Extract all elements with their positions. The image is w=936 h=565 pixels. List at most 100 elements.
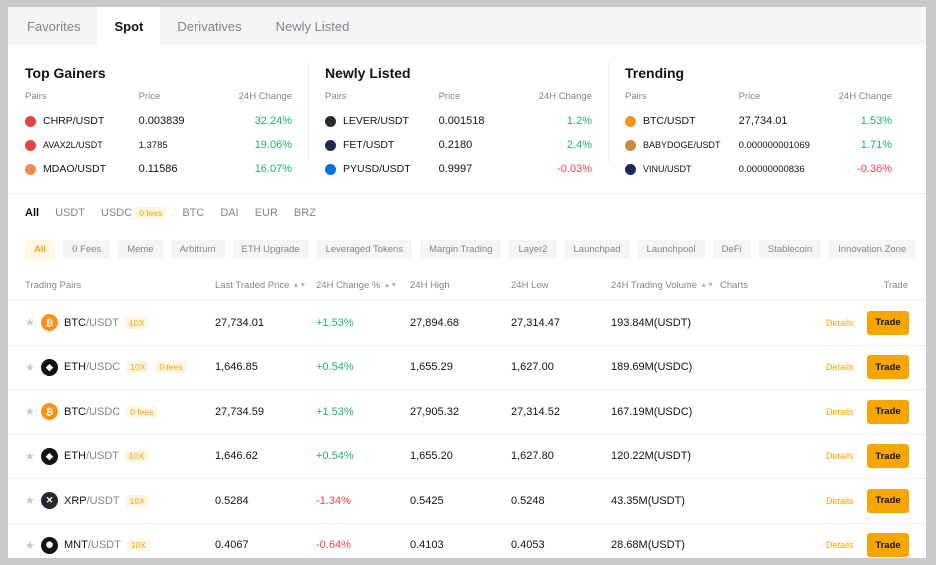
details-link[interactable]: Details (826, 540, 854, 551)
table-row[interactable]: ★ ₿ BTC/USDC 0 fees 27,734.59 +1.53% 27,905.32… (8, 390, 926, 435)
change-24h: -1.34% (316, 494, 351, 507)
low-24h: 27,314.52 (511, 405, 560, 418)
category-layer2[interactable]: Layer2 (509, 239, 557, 259)
trade-button[interactable]: Trade (867, 488, 909, 513)
high-24h: 1,655.20 (410, 450, 453, 463)
table-row[interactable]: ★ ✕ XRP/USDT 10X 0.5284 -1.34% 0.5425 0.5248 43.… (8, 479, 926, 524)
highlight-row[interactable]: FET/USDT 0.2180 2.4% (325, 133, 592, 157)
tab-spot[interactable]: Spot (97, 7, 161, 45)
category-launchpad[interactable]: Launchpad (564, 239, 630, 259)
highlight-row[interactable]: CHRP/USDT 0.003839 32.24% (25, 109, 292, 133)
leverage-badge: 10X (125, 450, 149, 463)
sort-icon: ▲▼ (700, 281, 714, 289)
highlight-change: 1.53% (860, 115, 892, 127)
highlight-header-cell: Price (438, 91, 461, 102)
high-24h: 0.5425 (410, 494, 444, 507)
highlight-header-cell: Pairs (325, 91, 347, 102)
col-24h-change[interactable]: 24H Change % ▲▼ (316, 279, 398, 291)
category-all[interactable]: All (25, 239, 56, 259)
highlight-row[interactable]: BTC/USDT 27,734.01 1.53% (625, 109, 892, 133)
favorite-star-icon[interactable]: ★ (25, 539, 35, 552)
sort-icon: ▲▼ (383, 281, 398, 289)
highlight-trending: Trending Pairs Price 24H Change BTC/USDT 27,7… (608, 45, 908, 193)
quote-tab-brz[interactable]: BRZ (294, 207, 316, 219)
highlight-price: 0.2180 (438, 139, 473, 151)
category-eth-upgrade[interactable]: ETH Upgrade (232, 239, 309, 259)
category-innovation-zone[interactable]: Innovation Zone (829, 239, 916, 259)
quote-currency-tabs: All USDT USDC 0 fees BTC DAI EUR BRZ (8, 195, 926, 231)
trade-button[interactable]: Trade (867, 399, 909, 424)
quote-tab-btc[interactable]: BTC (182, 207, 204, 219)
highlight-pair: VINU/USDT (625, 163, 739, 175)
trade-button[interactable]: Trade (867, 444, 909, 469)
quote-tab-usdt[interactable]: USDT (55, 207, 85, 219)
trade-cell: Trade (867, 346, 909, 390)
quote-tab-label: BTC (182, 207, 205, 219)
table-header: Trading Pairs Last Traded Price ▲▼ 24H Ch… (8, 270, 926, 301)
details-link[interactable]: Details (826, 495, 854, 506)
favorite-star-icon[interactable]: ★ (25, 317, 35, 330)
low-24h: 27,314.47 (511, 316, 560, 329)
details-link[interactable]: Details (826, 362, 854, 373)
highlight-pair-label: AVAX2L/USDT (43, 140, 103, 150)
fees-badge: 0 fees (155, 361, 187, 374)
last-price: 27,734.59 (215, 405, 264, 418)
col-trading-pairs: Trading Pairs (25, 279, 82, 291)
details-link[interactable]: Details (826, 451, 854, 462)
favorite-star-icon[interactable]: ★ (25, 450, 35, 463)
table-row[interactable]: ★ ◆ ETH/USDC 10X 0 fees 1,646.85 +0.54% 1,655.2… (8, 346, 926, 390)
favorite-star-icon[interactable]: ★ (25, 406, 35, 419)
favorite-star-icon[interactable]: ★ (25, 361, 35, 374)
change-24h: +1.53% (316, 316, 354, 329)
tab-newly-listed[interactable]: Newly Listed (275, 18, 350, 34)
highlight-pair: BABYDOGE/USDT (625, 139, 739, 151)
highlight-price: 0.003839 (138, 115, 185, 127)
tab-derivatives[interactable]: Derivatives (177, 18, 242, 34)
pair-quote: /USDT (86, 494, 120, 507)
quote-tab-all[interactable]: All (25, 207, 39, 219)
change-24h: +0.54% (316, 450, 354, 463)
highlight-price: 0.000000001069 (738, 139, 810, 151)
category-margin-trading[interactable]: Margin Trading (420, 239, 502, 259)
highlight-row[interactable]: AVAX2L/USDT 1.3785 19.06% (25, 133, 292, 157)
col-last-price[interactable]: Last Traded Price ▲▼ (215, 279, 307, 291)
category-stablecoin[interactable]: Stablecoin (758, 239, 822, 259)
pair-quote: /USDT (86, 316, 119, 329)
details-link[interactable]: Details (826, 317, 854, 328)
table-row[interactable]: ★ ◆ ETH/USDT 10X 1,646.62 +0.54% 1,655.20 1,627… (8, 435, 926, 479)
last-price: 0.5284 (215, 494, 249, 507)
quote-tab-dai[interactable]: DAI (220, 207, 238, 219)
tab-favorites[interactable]: Favorites (27, 18, 81, 34)
pyusd-icon (325, 163, 336, 175)
trade-button[interactable]: Trade (867, 533, 909, 558)
category-leveraged-tokens[interactable]: Leveraged Tokens (316, 239, 413, 259)
trade-button[interactable]: Trade (867, 310, 909, 335)
category-meme[interactable]: Meme (118, 239, 163, 259)
low-24h: 0.5248 (511, 494, 545, 507)
table-row[interactable]: ★ ✺ MNT/USDT 10X 0.4067 -0.64% 0.4103 0.4053 28.… (8, 524, 926, 559)
highlight-row[interactable]: BABYDOGE/USDT 0.000000001069 1.71% (625, 133, 892, 157)
highlight-header-cell: Price (738, 91, 761, 102)
highlight-row[interactable]: MDAO/USDT 0.11586 16.07% (25, 157, 292, 181)
highlight-row[interactable]: PYUSD/USDT 0.9997 -0.03% (325, 157, 592, 181)
details-link[interactable]: Details (826, 406, 854, 417)
quote-tab-eur[interactable]: EUR (255, 207, 278, 219)
highlight-row[interactable]: LEVER/USDT 0.001518 1.2% (325, 109, 592, 133)
favorite-star-icon[interactable]: ★ (25, 495, 35, 508)
col-24h-high: 24H High (410, 279, 450, 291)
highlight-pair: FET/USDT (325, 139, 439, 151)
highlight-header-cell: Pairs (625, 91, 647, 102)
category-0-fees[interactable]: 0 Fees (63, 239, 111, 259)
table-row[interactable]: ★ ₿ BTC/USDT 10X 27,734.01 +1.53% 27,894.68 27,… (8, 301, 926, 346)
category-defi[interactable]: DeFi (712, 239, 751, 259)
category-arbitrum[interactable]: Arbitrum (170, 239, 225, 259)
quote-tab-usdc[interactable]: USDC 0 fees (101, 207, 167, 219)
change-24h: +0.54% (316, 361, 354, 374)
highlight-header-cell: Price (138, 91, 161, 102)
category-launchpool[interactable]: Launchpool (637, 239, 705, 259)
col-24h-volume[interactable]: 24H Trading Volume ▲▼ (611, 279, 714, 291)
highlight-change: -0.36% (857, 163, 892, 175)
trade-button[interactable]: Trade (867, 355, 909, 380)
highlight-row[interactable]: VINU/USDT 0.00000000836 -0.36% (625, 157, 892, 181)
btc-icon (625, 115, 636, 127)
